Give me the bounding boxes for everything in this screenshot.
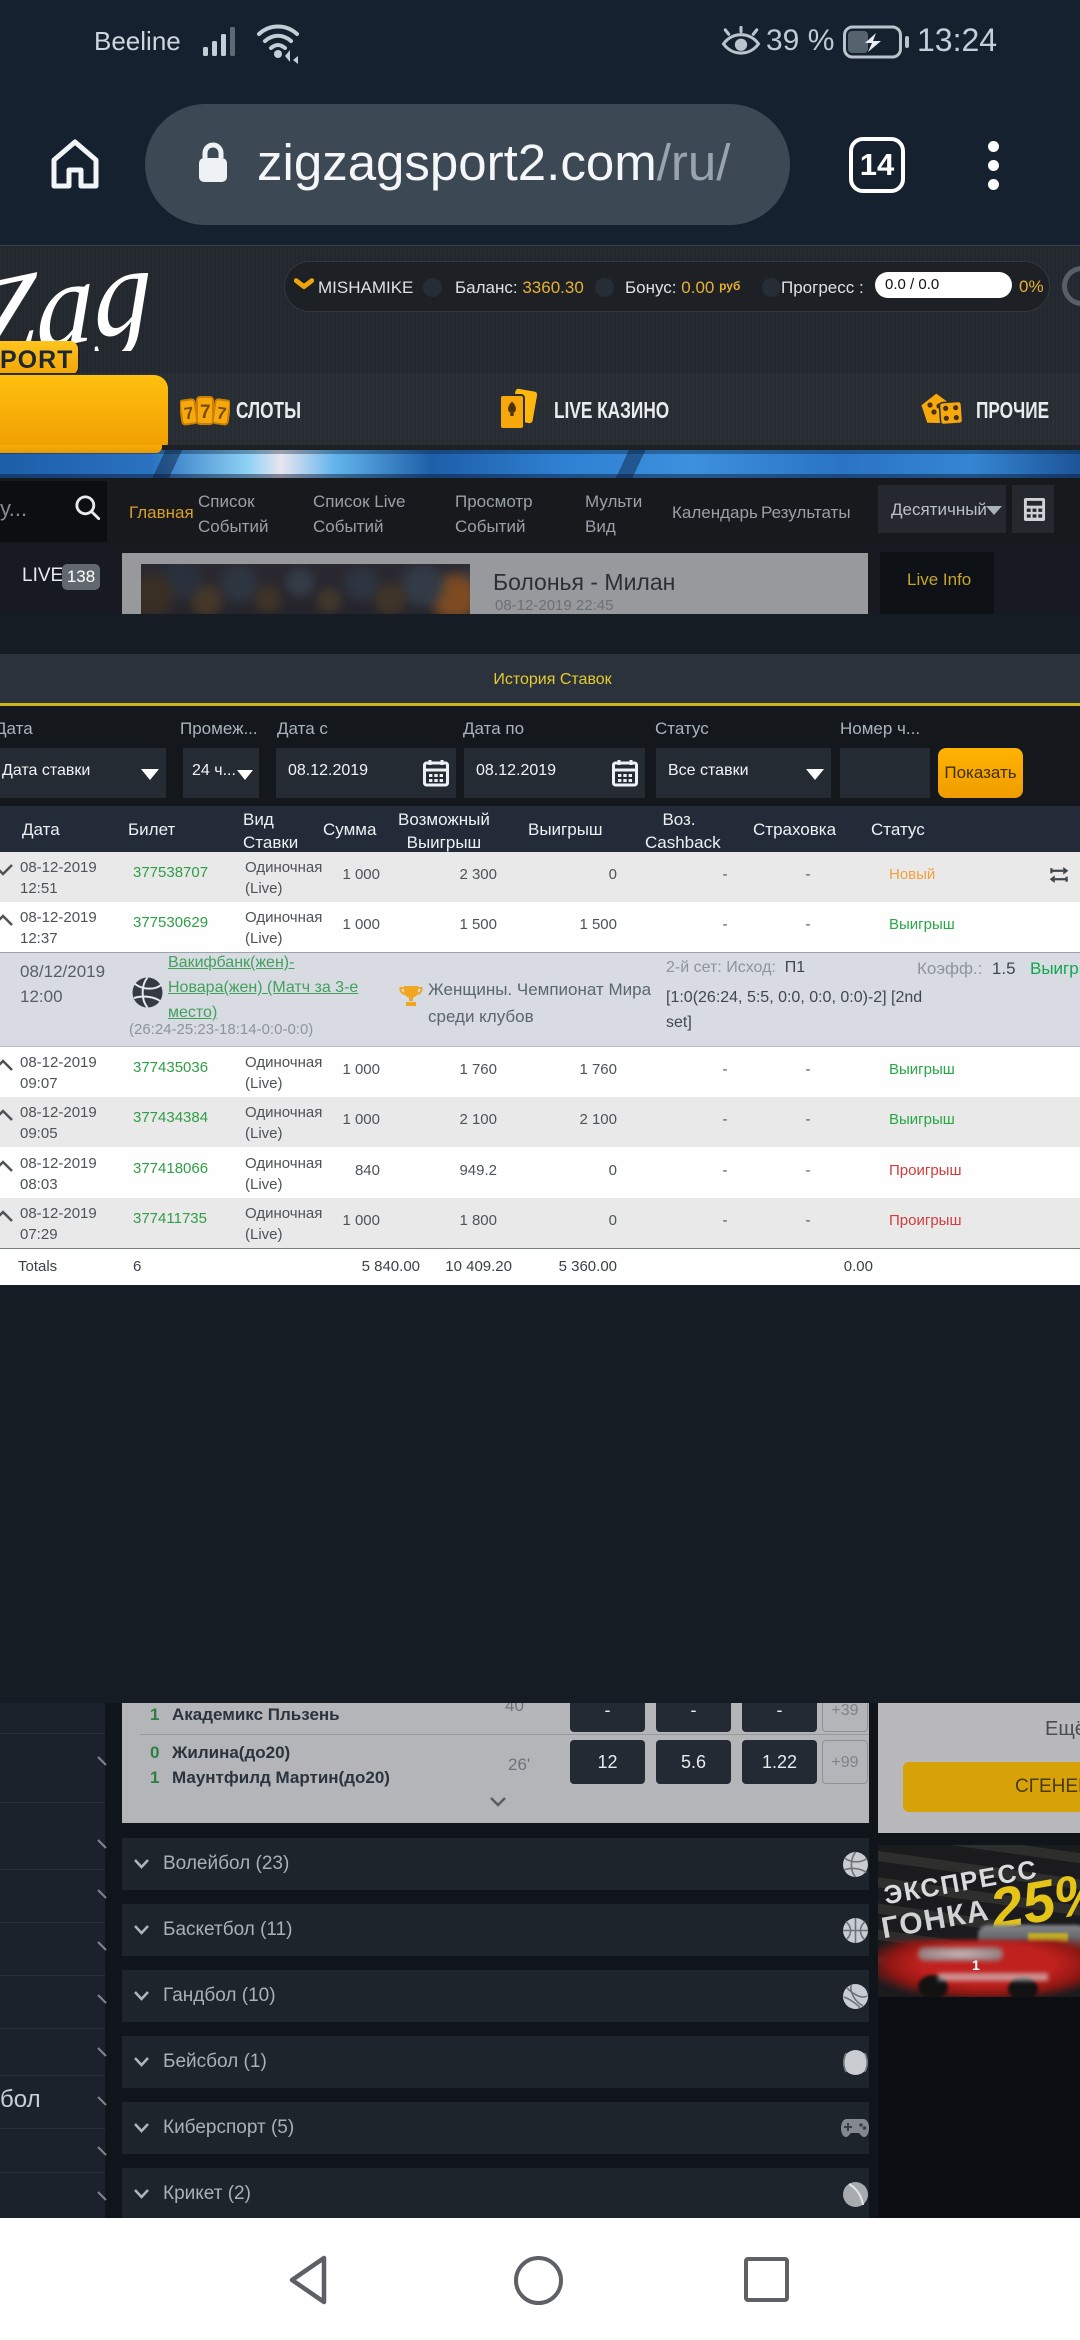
svg-text:7: 7	[183, 403, 195, 423]
svg-text:7: 7	[200, 402, 211, 423]
svg-text:7: 7	[216, 403, 228, 423]
